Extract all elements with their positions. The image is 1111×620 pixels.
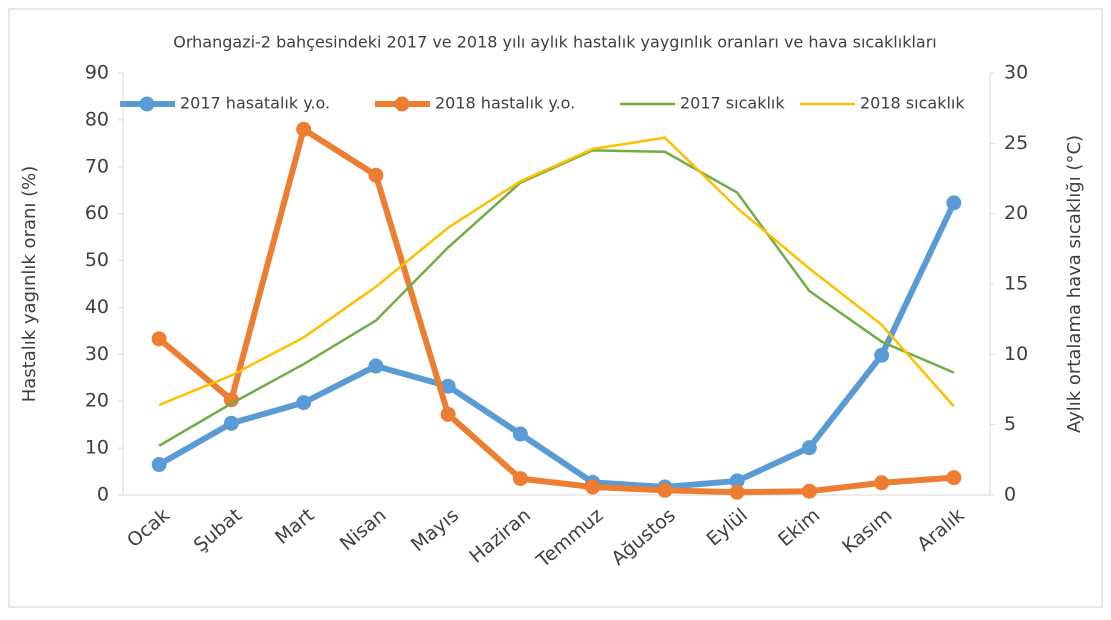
point: [801, 440, 817, 456]
point: [512, 426, 528, 442]
point: [874, 475, 890, 491]
series-line: [157, 126, 955, 496]
point: [368, 167, 384, 183]
point: [946, 195, 962, 211]
y2-tick-label: 25: [1004, 132, 1028, 154]
y2-axis-label: Aylık ortalama hava sıcaklığı (°C): [1064, 135, 1085, 433]
y-tick-label: 70: [85, 155, 109, 177]
point: [151, 457, 167, 473]
chart-title: Orhangazi-2 bahçesindeki 2017 ve 2018 yı…: [173, 33, 936, 52]
y-tick-label: 60: [85, 202, 109, 224]
point: [296, 395, 312, 411]
point: [223, 392, 239, 408]
y-tick-label: 50: [85, 249, 109, 271]
y2-tick-label: 20: [1004, 202, 1028, 224]
point: [512, 471, 528, 487]
y-tick-label: 10: [85, 437, 109, 459]
legend-marker: [394, 96, 410, 112]
legend-label: 2018 hastalık y.o.: [435, 94, 575, 113]
y2-tick-label: 10: [1004, 343, 1028, 365]
point: [874, 347, 890, 363]
legend-label: 2018 sıcaklık: [860, 94, 965, 113]
point: [440, 378, 456, 394]
legend-label: 2017 hasatalık y.o.: [180, 94, 330, 113]
y-tick-label: 30: [85, 343, 109, 365]
point: [151, 331, 167, 347]
point: [223, 415, 239, 431]
series-line: [158, 149, 955, 447]
point: [946, 470, 962, 486]
point: [657, 482, 673, 498]
series-line: [158, 136, 955, 408]
legend-label: 2017 sıcaklık: [680, 94, 785, 113]
y2-tick-label: 30: [1004, 62, 1028, 84]
point: [585, 479, 601, 495]
y2-tick-label: 5: [1004, 413, 1016, 435]
y-tick-label: 80: [85, 108, 109, 130]
point: [729, 473, 745, 489]
y-tick-label: 0: [97, 484, 109, 506]
point: [729, 484, 745, 500]
y-tick-label: 20: [85, 390, 109, 412]
legend-marker: [139, 96, 155, 112]
y2-tick-label: 0: [1004, 484, 1016, 506]
point: [368, 358, 384, 374]
y-tick-label: 90: [85, 62, 109, 84]
point: [801, 483, 817, 499]
series-line: [157, 201, 957, 491]
point: [296, 121, 312, 137]
y2-tick-label: 15: [1004, 273, 1028, 295]
point: [440, 406, 456, 422]
y-tick-label: 40: [85, 296, 109, 318]
y-axis-label: Hastalık yagınlık oranı (%): [19, 166, 40, 403]
frame: [8, 8, 1103, 608]
